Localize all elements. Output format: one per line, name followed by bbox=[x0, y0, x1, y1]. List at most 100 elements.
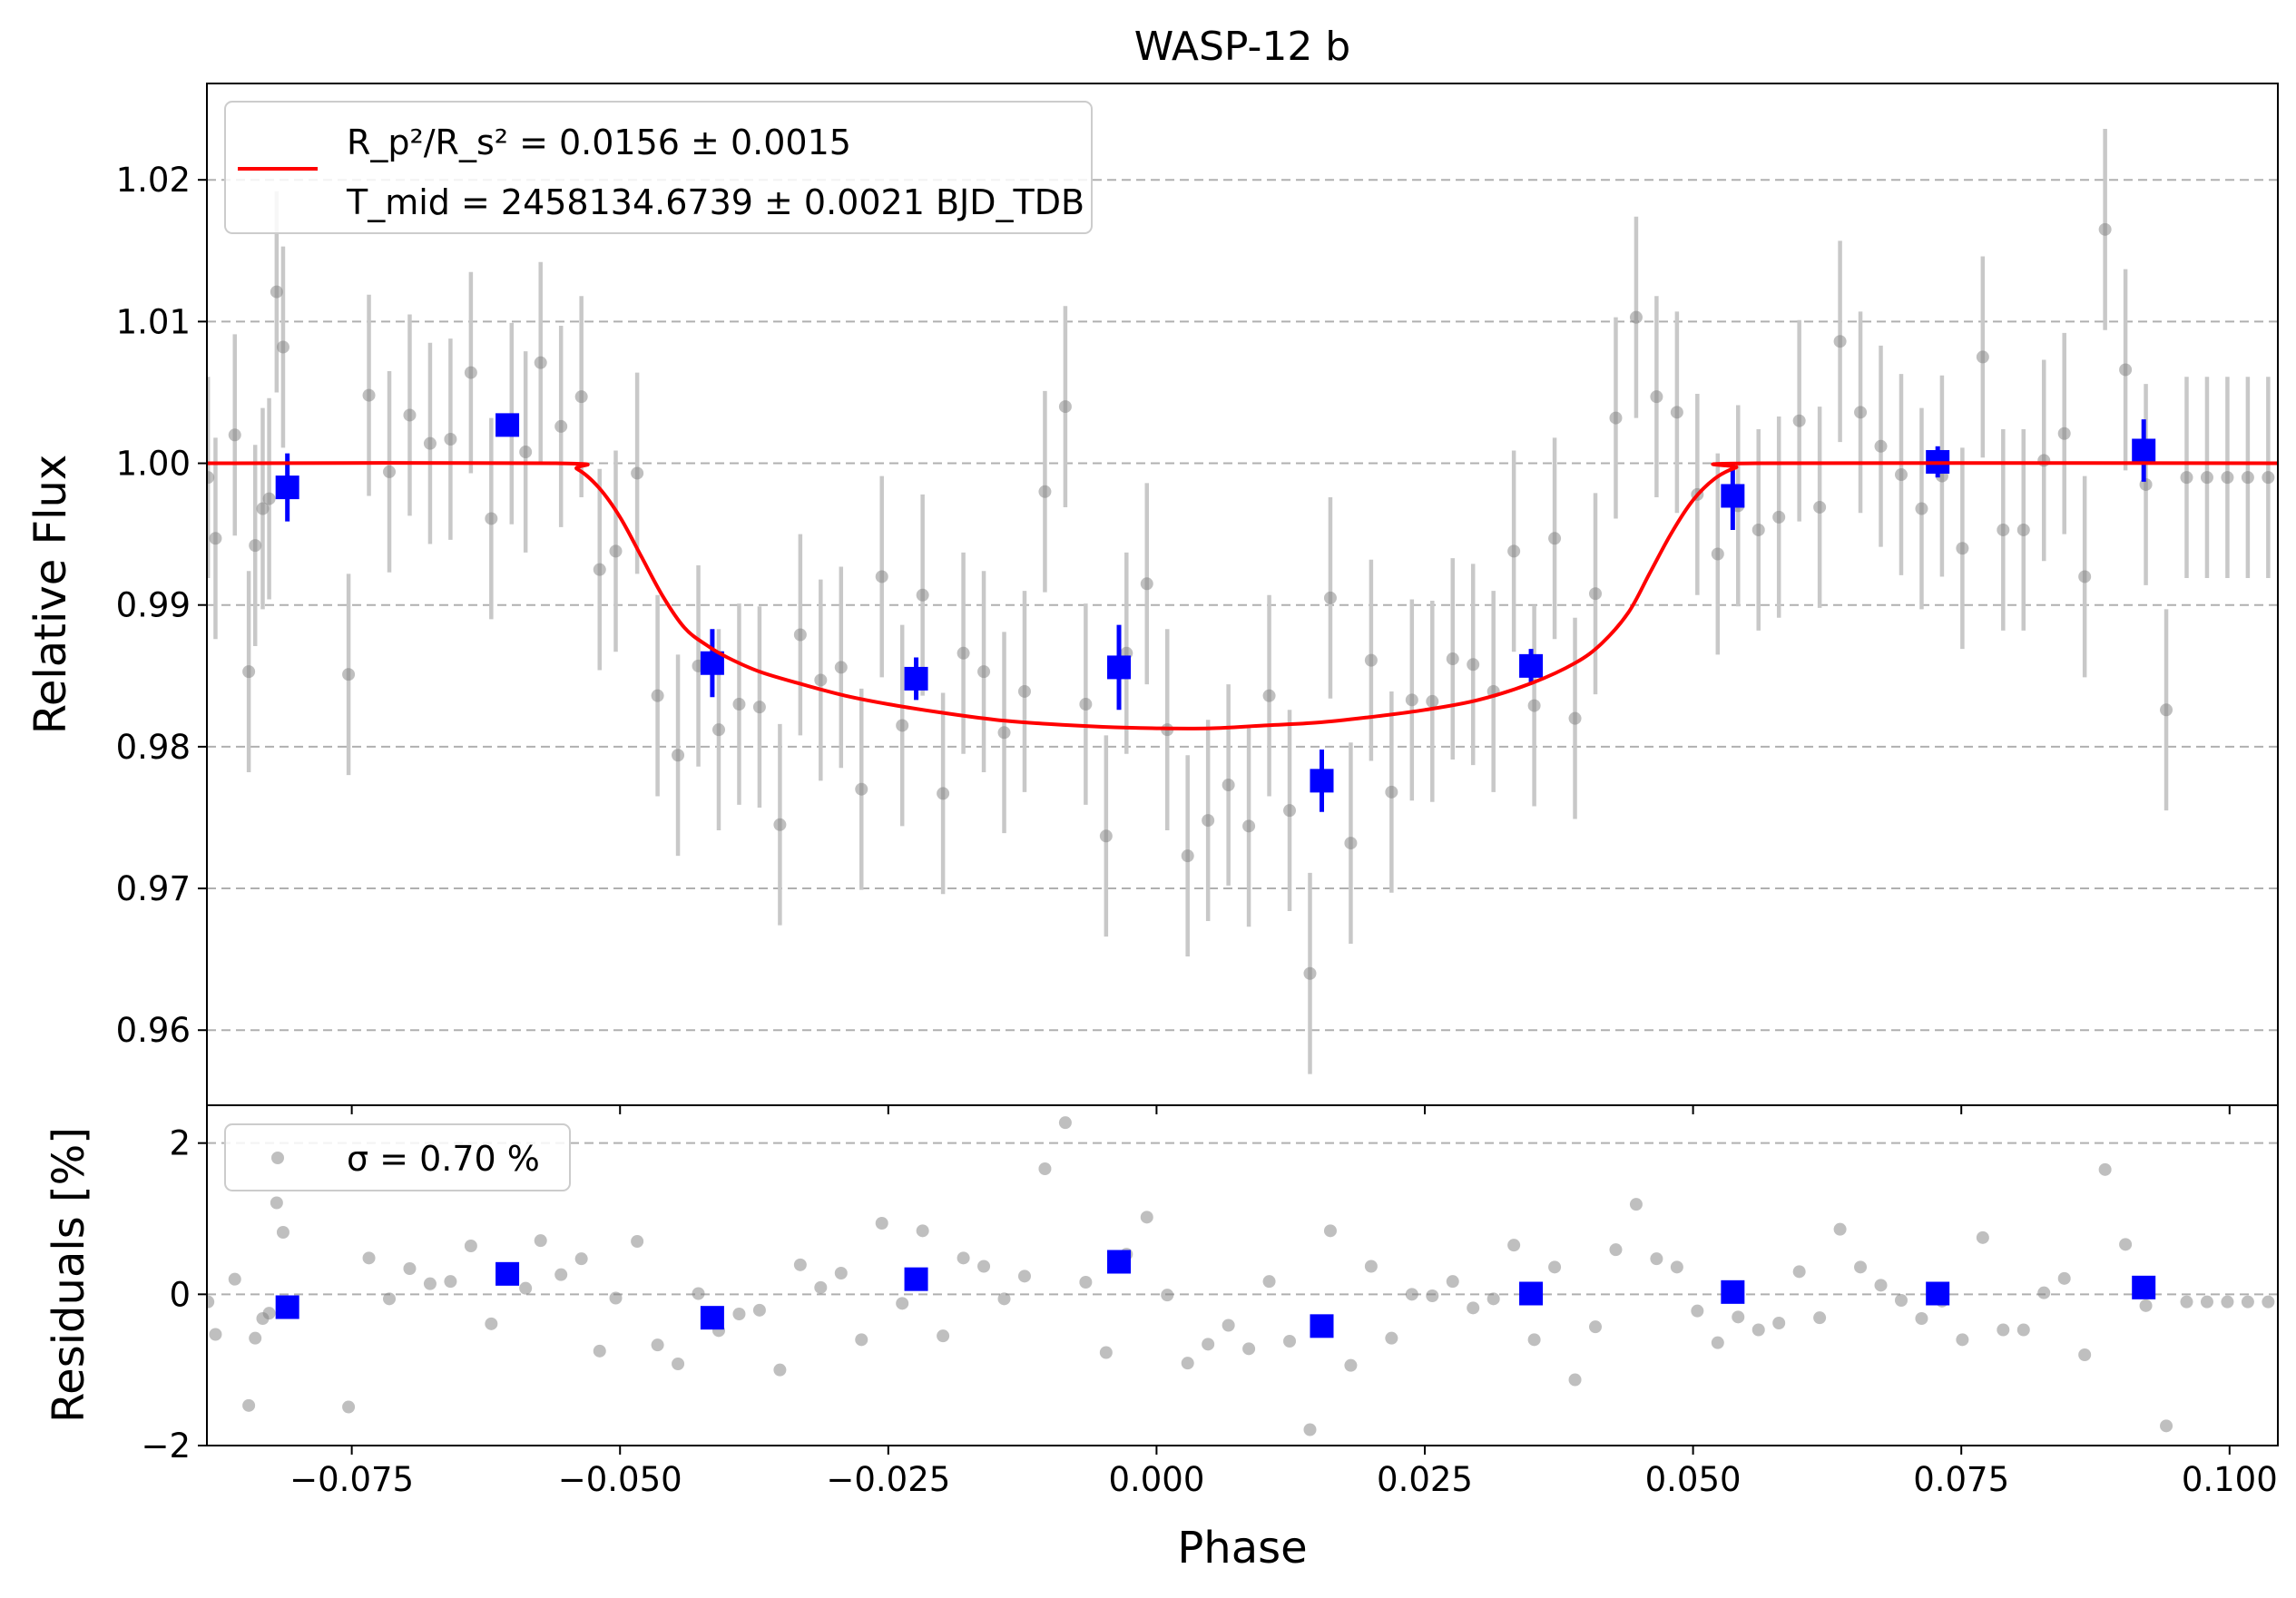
raw-point bbox=[2016, 523, 2030, 536]
raw-point bbox=[957, 646, 970, 660]
raw-point bbox=[631, 466, 644, 480]
residual-raw-point bbox=[2241, 1295, 2254, 1309]
raw-point bbox=[672, 749, 685, 762]
residuals-axes-frame bbox=[206, 1104, 2279, 1446]
raw-point bbox=[1405, 693, 1418, 707]
residual-raw-point bbox=[464, 1240, 477, 1252]
phase-x-tick-label: 0.000 bbox=[1108, 1460, 1204, 1499]
phase-x-tick-label: −0.075 bbox=[289, 1460, 414, 1499]
residual-raw-point bbox=[1161, 1289, 1174, 1302]
raw-point bbox=[1467, 658, 1480, 672]
residual-raw-point bbox=[2057, 1271, 2071, 1285]
residuals-legend-label: σ = 0.70 % bbox=[347, 1139, 540, 1179]
binned-point bbox=[1519, 653, 1544, 678]
residual-raw-point bbox=[1344, 1358, 1358, 1372]
residual-raw-point bbox=[1874, 1279, 1888, 1292]
raw-point bbox=[711, 723, 725, 737]
residual-raw-point bbox=[1242, 1342, 1256, 1356]
residuals-y-tick-label: 0 bbox=[169, 1275, 191, 1314]
raw-point bbox=[1589, 587, 1603, 601]
raw-point bbox=[1364, 653, 1378, 667]
raw-point bbox=[752, 701, 766, 714]
residual-raw-point bbox=[2221, 1295, 2234, 1309]
raw-point bbox=[593, 563, 606, 576]
phase-x-tick-label: −0.025 bbox=[826, 1460, 950, 1499]
raw-point bbox=[519, 446, 533, 459]
residual-raw-point bbox=[752, 1303, 766, 1317]
raw-point bbox=[1017, 684, 1031, 698]
raw-point bbox=[276, 340, 289, 354]
raw-point bbox=[609, 544, 623, 558]
residual-raw-point bbox=[1303, 1423, 1317, 1436]
raw-point bbox=[1222, 779, 1235, 792]
flux-legend-line2: T_mid = 2458134.6739 ± 0.0021 BJD_TDB bbox=[346, 182, 1084, 222]
raw-point bbox=[242, 665, 256, 679]
residuals-y-axis-label: Residuals [%] bbox=[44, 1127, 94, 1423]
residual-binned-point bbox=[1721, 1279, 1745, 1304]
phase-x-tick-label: 0.075 bbox=[1913, 1460, 2009, 1499]
raw-point bbox=[1507, 544, 1521, 558]
flux-y-tick-label: 0.98 bbox=[116, 728, 191, 767]
raw-point bbox=[1099, 829, 1113, 843]
flux-legend-line1: R_p²/R_s² = 0.0156 ± 0.0015 bbox=[347, 123, 851, 162]
residuals-legend: σ = 0.70 % bbox=[224, 1123, 571, 1191]
residual-raw-point bbox=[249, 1331, 262, 1345]
residual-raw-point bbox=[342, 1400, 356, 1414]
residual-raw-point bbox=[1507, 1239, 1521, 1252]
raw-point bbox=[1426, 694, 1439, 708]
residual-raw-point bbox=[534, 1234, 547, 1248]
residuals-panel: −2 0 2 −0.075 −0.050 −0.025 0.000 0.025 0.050 0.… bbox=[44, 1104, 2279, 1573]
flux-panel: 0.96 0.97 0.98 0.99 1.00 1.01 1.02 Relative Fl… bbox=[25, 83, 2279, 1114]
residuals-legend-box bbox=[224, 1123, 571, 1191]
raw-point bbox=[207, 471, 215, 485]
raw-point bbox=[2241, 471, 2254, 485]
raw-point bbox=[875, 570, 888, 583]
residual-raw-point bbox=[209, 1328, 222, 1341]
phase-x-tick-label: 0.025 bbox=[1377, 1460, 1473, 1499]
raw-point bbox=[1568, 711, 1582, 725]
raw-point bbox=[444, 432, 457, 446]
residual-raw-point bbox=[609, 1291, 623, 1305]
residual-raw-point bbox=[937, 1329, 950, 1343]
residual-raw-point bbox=[1854, 1260, 1868, 1274]
raw-point bbox=[2200, 471, 2213, 485]
raw-point bbox=[270, 285, 283, 299]
residuals-y-tick-label: −2 bbox=[141, 1426, 191, 1466]
binned-point bbox=[1107, 655, 1132, 680]
raw-point bbox=[2098, 222, 2112, 236]
residual-raw-point bbox=[1079, 1276, 1093, 1289]
raw-errorbars bbox=[207, 128, 2271, 1074]
flux-y-tick-label: 0.97 bbox=[116, 869, 191, 908]
raw-point bbox=[2221, 471, 2234, 485]
residual-binned-point bbox=[1107, 1250, 1132, 1274]
raw-point bbox=[2037, 454, 2051, 467]
transit-model-line bbox=[207, 461, 2278, 730]
flux-y-axis-label: Relative Flux bbox=[25, 455, 76, 735]
binned-point bbox=[2132, 438, 2156, 463]
raw-point bbox=[342, 668, 356, 681]
raw-point bbox=[1833, 335, 1847, 348]
residual-raw-point bbox=[1629, 1198, 1643, 1211]
raw-point bbox=[793, 628, 807, 642]
flux-y-tick-label: 1.00 bbox=[116, 445, 191, 484]
residual-raw-point bbox=[2262, 1295, 2275, 1309]
residual-raw-point bbox=[362, 1251, 376, 1265]
flux-y-tick-label: 1.02 bbox=[116, 161, 191, 200]
residual-raw-point bbox=[2016, 1323, 2030, 1337]
raw-point bbox=[855, 782, 868, 796]
residual-raw-point bbox=[2119, 1238, 2133, 1251]
residual-raw-point bbox=[1997, 1323, 2010, 1337]
residual-raw-point bbox=[692, 1287, 705, 1300]
residual-raw-point bbox=[2139, 1299, 2153, 1312]
flux-y-tick-label: 0.99 bbox=[116, 586, 191, 625]
residual-raw-point bbox=[1609, 1243, 1623, 1257]
residual-raw-point bbox=[814, 1280, 828, 1294]
raw-point bbox=[554, 419, 568, 433]
raw-point bbox=[814, 673, 828, 687]
residual-raw-point bbox=[672, 1358, 685, 1370]
raw-point bbox=[1242, 819, 1256, 833]
residual-raw-point bbox=[977, 1260, 991, 1273]
raw-point bbox=[2119, 363, 2133, 377]
raw-point bbox=[2057, 426, 2071, 440]
